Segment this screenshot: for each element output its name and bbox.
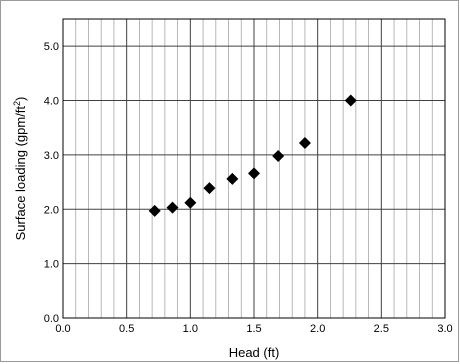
y-axis-label-end: ) [13,97,28,101]
x-tick-label: 1.0 [183,323,198,335]
x-tick-labels: 0.0 0.5 1.0 1.5 2.0 2.5 3.0 [55,323,452,335]
x-tick-label: 1.5 [246,323,261,335]
data-point [148,204,161,217]
data-point [226,172,239,185]
y-axis-label-superscript: 2 [12,101,22,106]
y-tick-label: 5.0 [44,41,59,53]
data-point [298,136,311,149]
minor-gridlines [75,19,433,318]
x-tick-label: 0.0 [55,323,70,335]
y-tick-label: 4.0 [44,96,59,108]
y-tick-label: 0.0 [44,313,59,325]
plot-area-border [62,18,446,319]
data-point [184,196,197,209]
data-point [166,201,179,214]
data-point [272,149,285,162]
y-axis-label: Surface loading (gpm/ft2) [12,97,28,241]
data-points [148,94,357,217]
y-tick-label: 2.0 [44,204,59,216]
data-point [203,182,216,195]
x-axis-label: Head (ft) [229,345,280,360]
x-tick-label: 3.0 [437,323,452,335]
y-tick-label: 3.0 [44,150,59,162]
data-point [248,167,260,180]
data-point [344,94,357,107]
x-tick-label: 0.5 [119,323,134,335]
y-tick-label: 1.0 [44,259,59,271]
x-tick-label: 2.0 [310,323,325,335]
y-tick-labels: 0.0 1.0 2.0 3.0 4.0 5.0 [44,41,59,325]
y-axis-label-main: Surface loading (gpm/ft [13,106,28,241]
x-tick-label: 2.5 [374,323,389,335]
